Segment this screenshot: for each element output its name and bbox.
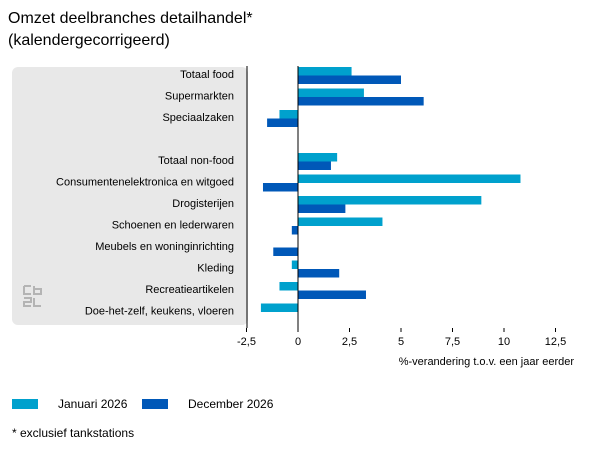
category-label: Consumentenelektronica en witgoed xyxy=(56,177,234,189)
bar-chart: Totaal food Supermarkten Speciaalzaken Tota… xyxy=(56,66,575,368)
category-label: Drogisterijen xyxy=(172,198,234,210)
title-line-1: Omzet deelbranches detailhandel* xyxy=(8,10,253,27)
category-label: Totaal food xyxy=(180,69,234,81)
x-tick-label: 7,5 xyxy=(445,336,460,348)
bar-series-1 xyxy=(279,282,298,291)
x-axis-label: %-verandering t.o.v. een jaar eerder xyxy=(399,356,575,368)
bar-series-1 xyxy=(298,217,383,226)
bar-series-2 xyxy=(298,204,346,213)
legend-label-series-1: Januari 2026 xyxy=(58,397,128,411)
cbs-logo-icon xyxy=(23,285,42,307)
bar-series-1 xyxy=(298,153,338,162)
legend-swatch-series-2 xyxy=(142,399,168,409)
x-tick-label: -2,5 xyxy=(237,336,256,348)
title-line-2: (kalendergecorrigeerd) xyxy=(8,32,170,49)
category-label: Doe-het-zelf, keukens, vloeren xyxy=(85,306,234,318)
category-label: Speciaalzaken xyxy=(162,112,234,124)
bar-series-2 xyxy=(262,183,298,192)
x-tick-label: 10 xyxy=(498,336,510,348)
bar-series-1 xyxy=(298,88,364,97)
legend-item-series-2: December 2026 xyxy=(142,397,273,411)
x-tick-label: 0 xyxy=(295,336,301,348)
category-label: Totaal non-food xyxy=(158,155,234,167)
x-tick-label: 5 xyxy=(398,336,404,348)
category-label-panel xyxy=(12,67,248,325)
bar-series-2 xyxy=(298,290,366,299)
bar-series-1 xyxy=(279,110,298,119)
bar-series-2 xyxy=(298,161,331,170)
chart-title: Omzet deelbranches detailhandel* (kalend… xyxy=(8,8,253,52)
bar-series-2 xyxy=(291,226,298,235)
bar-series-2 xyxy=(298,97,424,106)
bar-series-1 xyxy=(260,303,298,312)
footnote: * exclusief tankstations xyxy=(12,426,135,440)
bar-series-1 xyxy=(291,260,298,269)
category-label: Recreatieartikelen xyxy=(145,284,234,296)
x-tick-label: 12,5 xyxy=(545,336,566,348)
category-label: Kleding xyxy=(197,263,234,275)
category-label: Supermarkten xyxy=(165,91,234,103)
x-tick-label: 2,5 xyxy=(342,336,357,348)
legend-item-series-1: Januari 2026 xyxy=(12,397,127,411)
bar-series-2 xyxy=(298,269,340,278)
bar-series-1 xyxy=(298,67,352,76)
bar-series-2 xyxy=(273,247,298,256)
bar-series-1 xyxy=(298,174,521,183)
category-label: Schoenen en lederwaren xyxy=(112,220,234,232)
bar-series-2 xyxy=(267,118,298,127)
legend-swatch-series-1 xyxy=(12,399,38,409)
category-label: Meubels en woninginrichting xyxy=(95,241,234,253)
legend-label-series-2: December 2026 xyxy=(188,397,274,411)
bar-series-2 xyxy=(298,75,401,84)
bar-series-1 xyxy=(298,196,482,205)
